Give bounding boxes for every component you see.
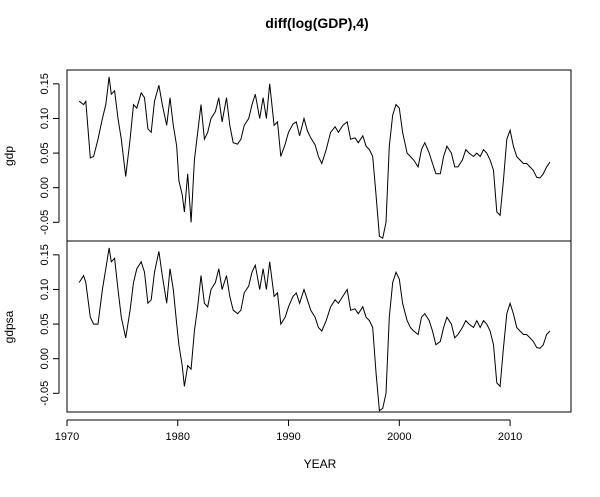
y-tick-label: 0.05 xyxy=(39,142,51,163)
y-tick-label: 0.15 xyxy=(39,73,51,94)
x-tick-label: 1970 xyxy=(55,431,79,443)
x-axis-label: YEAR xyxy=(304,457,337,471)
series-line-gdp xyxy=(78,76,551,239)
y-tick-label: 0.10 xyxy=(39,279,51,300)
y-tick-label: -0.05 xyxy=(39,210,51,235)
series-line-gdpsa xyxy=(78,247,551,412)
y-tick-label: -0.05 xyxy=(39,381,51,406)
panel-gdp-ylabel: gdp xyxy=(2,146,16,166)
panel-gdpsa-frame xyxy=(66,240,572,413)
x-tick-label: 2000 xyxy=(387,431,411,443)
chart-title: diff(log(GDP),4) xyxy=(265,15,368,31)
y-tick-label: 0.05 xyxy=(39,313,51,334)
x-tick-label: 1990 xyxy=(276,431,300,443)
panel-gdpsa: gdpsa -0.05 0.00 0.05 0.10 0.15 xyxy=(2,240,572,413)
y-tick-label: 0.00 xyxy=(39,177,51,198)
y-tick-label: 0.15 xyxy=(39,244,51,265)
y-tick-label: 0.00 xyxy=(39,348,51,369)
y-tick-label: 0.10 xyxy=(39,108,51,129)
panel-gdp: gdp -0.05 0.00 0.05 0.10 0.15 xyxy=(2,69,572,242)
panel-gdpsa-ylabel: gdpsa xyxy=(2,310,16,343)
x-tick-label: 1980 xyxy=(166,431,190,443)
x-tick-label: 2010 xyxy=(498,431,522,443)
